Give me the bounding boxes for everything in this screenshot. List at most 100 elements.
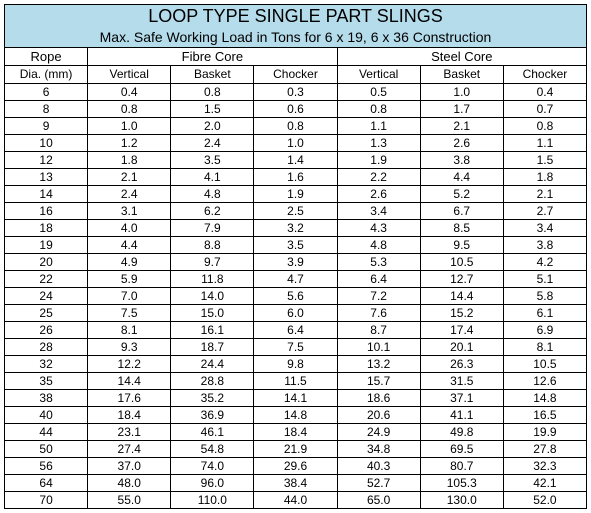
table-row: 5637.074.029.640.380.732.3 [5, 458, 587, 475]
cell-steel-vertical: 8.7 [337, 322, 420, 339]
cell-fibre-basket: 35.2 [171, 390, 254, 407]
cell-steel-chocker: 3.4 [503, 220, 586, 237]
cell-steel-vertical: 3.4 [337, 203, 420, 220]
table-row: 257.515.06.07.615.26.1 [5, 305, 587, 322]
cell-fibre-vertical: 37.0 [88, 458, 171, 475]
cell-fibre-basket: 24.4 [171, 356, 254, 373]
cell-dia: 25 [5, 305, 88, 322]
cell-steel-basket: 2.6 [420, 135, 503, 152]
table-row: 194.48.83.54.89.53.8 [5, 237, 587, 254]
cell-fibre-chocker: 18.4 [254, 424, 337, 441]
cell-fibre-vertical: 23.1 [88, 424, 171, 441]
cell-dia: 28 [5, 339, 88, 356]
cell-dia: 12 [5, 152, 88, 169]
cell-fibre-basket: 2.4 [171, 135, 254, 152]
cell-steel-vertical: 4.3 [337, 220, 420, 237]
cell-fibre-vertical: 1.0 [88, 118, 171, 135]
cell-steel-chocker: 14.8 [503, 390, 586, 407]
cell-fibre-vertical: 18.4 [88, 407, 171, 424]
cell-steel-chocker: 4.2 [503, 254, 586, 271]
cell-steel-vertical: 4.8 [337, 237, 420, 254]
cell-steel-vertical: 1.1 [337, 118, 420, 135]
cell-steel-basket: 12.7 [420, 271, 503, 288]
cell-steel-chocker: 42.1 [503, 475, 586, 492]
col-dia: Dia. (mm) [5, 66, 88, 84]
table-row: 132.14.11.62.24.41.8 [5, 169, 587, 186]
cell-steel-chocker: 1.8 [503, 169, 586, 186]
col-fibre-chocker: Chocker [254, 66, 337, 84]
cell-fibre-chocker: 6.0 [254, 305, 337, 322]
cell-steel-basket: 26.3 [420, 356, 503, 373]
cell-fibre-chocker: 4.7 [254, 271, 337, 288]
table-row: 60.40.80.30.51.00.4 [5, 84, 587, 101]
cell-dia: 9 [5, 118, 88, 135]
cell-fibre-basket: 9.7 [171, 254, 254, 271]
cell-steel-chocker: 6.9 [503, 322, 586, 339]
cell-fibre-vertical: 8.1 [88, 322, 171, 339]
cell-dia: 50 [5, 441, 88, 458]
cell-steel-vertical: 7.6 [337, 305, 420, 322]
cell-steel-vertical: 18.6 [337, 390, 420, 407]
cell-fibre-basket: 96.0 [171, 475, 254, 492]
cell-steel-basket: 130.0 [420, 492, 503, 509]
table-subtitle: Max. Safe Working Load in Tons for 6 x 1… [5, 27, 587, 48]
cell-fibre-chocker: 14.8 [254, 407, 337, 424]
cell-fibre-basket: 15.0 [171, 305, 254, 322]
cell-fibre-chocker: 11.5 [254, 373, 337, 390]
cell-steel-vertical: 1.9 [337, 152, 420, 169]
cell-steel-vertical: 5.3 [337, 254, 420, 271]
cell-steel-basket: 8.5 [420, 220, 503, 237]
cell-steel-vertical: 15.7 [337, 373, 420, 390]
cell-steel-basket: 37.1 [420, 390, 503, 407]
cell-fibre-chocker: 6.4 [254, 322, 337, 339]
cell-steel-basket: 17.4 [420, 322, 503, 339]
cell-steel-basket: 41.1 [420, 407, 503, 424]
cell-steel-vertical: 2.2 [337, 169, 420, 186]
cell-fibre-chocker: 0.3 [254, 84, 337, 101]
cell-steel-basket: 1.0 [420, 84, 503, 101]
cell-dia: 13 [5, 169, 88, 186]
table-row: 3514.428.811.515.731.512.6 [5, 373, 587, 390]
col-steel-basket: Basket [420, 66, 503, 84]
cell-steel-basket: 3.8 [420, 152, 503, 169]
cell-dia: 16 [5, 203, 88, 220]
cell-steel-vertical: 1.3 [337, 135, 420, 152]
table-row: 225.911.84.76.412.75.1 [5, 271, 587, 288]
cell-fibre-basket: 2.0 [171, 118, 254, 135]
cell-steel-basket: 2.1 [420, 118, 503, 135]
cell-fibre-vertical: 4.0 [88, 220, 171, 237]
cell-fibre-basket: 6.2 [171, 203, 254, 220]
cell-steel-vertical: 2.6 [337, 186, 420, 203]
cell-steel-basket: 1.7 [420, 101, 503, 118]
cell-fibre-basket: 1.5 [171, 101, 254, 118]
cell-fibre-vertical: 7.5 [88, 305, 171, 322]
cell-fibre-chocker: 9.8 [254, 356, 337, 373]
table-row: 5027.454.821.934.869.527.8 [5, 441, 587, 458]
cell-fibre-basket: 46.1 [171, 424, 254, 441]
cell-fibre-basket: 3.5 [171, 152, 254, 169]
cell-dia: 44 [5, 424, 88, 441]
cell-fibre-vertical: 55.0 [88, 492, 171, 509]
table-row: 6448.096.038.452.7105.342.1 [5, 475, 587, 492]
cell-steel-chocker: 19.9 [503, 424, 586, 441]
cell-dia: 6 [5, 84, 88, 101]
table-row: 268.116.16.48.717.46.9 [5, 322, 587, 339]
cell-fibre-vertical: 2.4 [88, 186, 171, 203]
cell-fibre-chocker: 3.9 [254, 254, 337, 271]
cell-fibre-chocker: 7.5 [254, 339, 337, 356]
cell-steel-chocker: 5.1 [503, 271, 586, 288]
cell-steel-chocker: 6.1 [503, 305, 586, 322]
cell-steel-basket: 69.5 [420, 441, 503, 458]
cell-dia: 56 [5, 458, 88, 475]
cell-dia: 32 [5, 356, 88, 373]
cell-fibre-basket: 11.8 [171, 271, 254, 288]
cell-fibre-basket: 18.7 [171, 339, 254, 356]
cell-fibre-vertical: 0.8 [88, 101, 171, 118]
cell-steel-vertical: 52.7 [337, 475, 420, 492]
cell-fibre-chocker: 38.4 [254, 475, 337, 492]
col-fibre-basket: Basket [171, 66, 254, 84]
cell-steel-chocker: 10.5 [503, 356, 586, 373]
slings-load-table: LOOP TYPE SINGLE PART SLINGS Max. Safe W… [4, 4, 587, 509]
cell-steel-basket: 9.5 [420, 237, 503, 254]
cell-fibre-vertical: 3.1 [88, 203, 171, 220]
